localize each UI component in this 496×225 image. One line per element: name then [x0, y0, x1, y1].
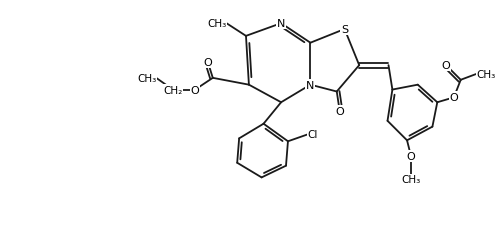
Text: CH₃: CH₃: [207, 19, 227, 29]
Text: CH₃: CH₃: [401, 175, 421, 185]
Text: O: O: [407, 151, 415, 161]
Text: O: O: [191, 85, 199, 95]
Text: Cl: Cl: [308, 130, 318, 140]
Text: O: O: [335, 107, 344, 117]
Text: CH₃: CH₃: [476, 70, 496, 80]
Text: CH₂: CH₂: [163, 85, 183, 95]
Text: O: O: [442, 61, 450, 71]
Text: CH₃: CH₃: [137, 74, 156, 83]
Text: N: N: [306, 80, 314, 90]
Text: O: O: [449, 93, 458, 103]
Text: S: S: [341, 25, 348, 35]
Text: N: N: [277, 19, 285, 29]
Text: O: O: [203, 58, 212, 68]
